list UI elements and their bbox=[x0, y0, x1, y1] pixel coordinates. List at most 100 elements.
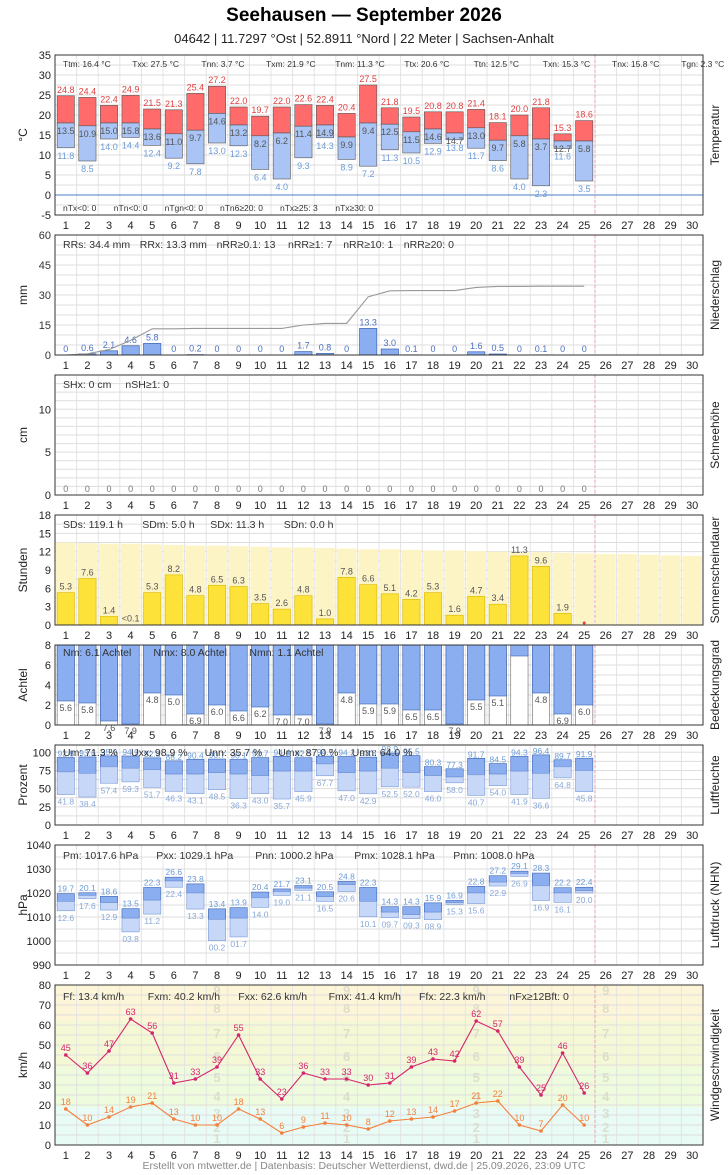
humidity-min-label: 36.3 bbox=[230, 801, 247, 811]
wind-value-label: 31 bbox=[385, 1071, 395, 1081]
temp-mean-label: 14.9 bbox=[316, 128, 334, 138]
wind-value-label: 10 bbox=[82, 1113, 92, 1123]
beaufort-number: 2 bbox=[213, 1120, 220, 1135]
cloud-cover-bar bbox=[402, 644, 421, 711]
x-tick-label: 30 bbox=[686, 830, 698, 842]
wind-point bbox=[236, 1107, 241, 1111]
wind-value-label: 10 bbox=[342, 1113, 352, 1123]
sunshine-label: 7.8 bbox=[340, 566, 353, 576]
snow-label: 0 bbox=[387, 484, 392, 494]
x-tick-label: 9 bbox=[236, 730, 242, 742]
panel-border bbox=[54, 844, 704, 966]
temp-max-bar bbox=[186, 93, 205, 131]
y-tick-label: 20 bbox=[39, 110, 51, 122]
wind-point bbox=[344, 1123, 349, 1127]
pressure-max-label: 24.8 bbox=[338, 871, 355, 881]
humidity-max-label: 84.5 bbox=[490, 755, 507, 765]
pressure-upper-bar bbox=[272, 888, 291, 893]
x-tick-label: 7 bbox=[192, 970, 198, 982]
pressure-lower-bar bbox=[100, 902, 118, 911]
temp-mean-label: 9.4 bbox=[362, 126, 375, 136]
x-tick-label: 20 bbox=[470, 730, 482, 742]
snow-label: 0 bbox=[258, 484, 263, 494]
temp-min-bar bbox=[121, 122, 140, 138]
beaufort-number: 1 bbox=[473, 1131, 480, 1146]
sunshine-label: 6.5 bbox=[211, 574, 224, 584]
wind-value-label: 30 bbox=[363, 1073, 373, 1083]
pressure-max-label: 29.1 bbox=[511, 861, 528, 871]
x-tick-label: 21 bbox=[492, 500, 504, 512]
x-tick-label: 10 bbox=[254, 220, 266, 232]
sunshine-label: 8.2 bbox=[168, 564, 181, 574]
pressure-lower-bar bbox=[121, 917, 140, 933]
x-tick-label: 11 bbox=[276, 970, 287, 982]
pressure-max-label: 23.8 bbox=[187, 874, 204, 884]
pressure-lower-bar bbox=[510, 873, 529, 877]
temp-mean-label: 9.7 bbox=[189, 133, 202, 143]
stat-text: Fxx: 62.6 km/h bbox=[238, 991, 307, 1003]
temp-mean-label: 15.8 bbox=[122, 126, 140, 136]
x-tick-label: 8 bbox=[214, 970, 220, 982]
temp-stat-text: nTn<0: 0 bbox=[114, 203, 148, 213]
wind-value-label: 33 bbox=[320, 1067, 330, 1077]
wind-value-label: 14 bbox=[428, 1105, 438, 1115]
snow-label: 0 bbox=[366, 484, 371, 494]
x-tick-label: 18 bbox=[427, 220, 439, 232]
x-tick-label: 27 bbox=[621, 360, 633, 372]
beaufort-number: 6 bbox=[602, 1049, 609, 1064]
stat-text: SDx: 11.3 h bbox=[210, 519, 264, 531]
humidity-lower-bar bbox=[359, 770, 378, 795]
humidity-lower-bar bbox=[553, 766, 572, 779]
wind-point bbox=[301, 1071, 306, 1075]
humidity-lower-bar bbox=[510, 770, 529, 795]
temp-max-bar bbox=[380, 107, 399, 125]
panel-side-label: Niederschlag bbox=[708, 260, 722, 330]
cloud-cover-label: 7.9 bbox=[319, 726, 332, 736]
y-tick-label: 50 bbox=[39, 1040, 51, 1052]
y-tick-label: 80 bbox=[39, 980, 51, 992]
stat-text: Fmx: 41.4 km/h bbox=[329, 991, 402, 1003]
beaufort-number: 8 bbox=[473, 1001, 480, 1016]
x-tick-label: 11 bbox=[276, 360, 287, 372]
humidity-min-label: 54.0 bbox=[490, 788, 507, 798]
pressure-min-label: 16.5 bbox=[317, 903, 334, 913]
x-tick-label: 6 bbox=[171, 220, 177, 232]
humidity-max-label: 90.1 bbox=[230, 750, 247, 760]
x-tick-label: 28 bbox=[643, 1150, 655, 1162]
wind-value-label: 13 bbox=[169, 1107, 179, 1117]
wind-point bbox=[172, 1081, 176, 1085]
wind-point bbox=[193, 1123, 198, 1127]
pressure-upper-bar bbox=[121, 908, 140, 919]
wind-value-label: 10 bbox=[190, 1113, 200, 1123]
temp-max-bar bbox=[100, 105, 118, 124]
wind-point bbox=[474, 1019, 479, 1023]
temp-stat-text: nTn6≥20: 0 bbox=[220, 203, 263, 213]
temp-max-bar bbox=[208, 85, 226, 114]
x-tick-label: 14 bbox=[340, 970, 352, 982]
cloud-cover-label: 6.9 bbox=[556, 716, 569, 726]
stat-text: Unn: 35.7 % bbox=[205, 747, 263, 759]
beaufort-number: 4 bbox=[213, 1089, 221, 1104]
x-tick-label: 6 bbox=[171, 970, 177, 982]
cloud-cover-label: 6.0 bbox=[578, 707, 591, 717]
pressure-min-label: 09.7 bbox=[382, 920, 399, 930]
x-tick-label: 6 bbox=[171, 730, 177, 742]
x-tick-label: 4 bbox=[128, 500, 134, 512]
temp-mean-label: 14.7 bbox=[446, 136, 464, 146]
sunshine-zero-marker bbox=[582, 621, 586, 625]
precip-label: 2.1 bbox=[103, 340, 116, 350]
stat-text: nRR≥0.1: 13 bbox=[217, 239, 276, 251]
x-tick-label: 7 bbox=[192, 220, 198, 232]
x-tick-label: 7 bbox=[192, 360, 198, 372]
humidity-max-label: 77.3 bbox=[446, 760, 463, 770]
pressure-upper-bar bbox=[56, 893, 75, 902]
wind-value-label: 45 bbox=[61, 1043, 71, 1053]
wind-point bbox=[409, 1065, 414, 1069]
pressure-min-label: 11.2 bbox=[144, 916, 160, 926]
humidity-min-label: 58.0 bbox=[446, 785, 463, 795]
panel-border bbox=[54, 644, 704, 726]
x-tick-label: 20 bbox=[470, 220, 482, 232]
precip-label: 0 bbox=[171, 344, 176, 354]
humidity-max-label: 88.2 bbox=[166, 752, 183, 762]
x-tick-label: 6 bbox=[171, 1150, 177, 1162]
